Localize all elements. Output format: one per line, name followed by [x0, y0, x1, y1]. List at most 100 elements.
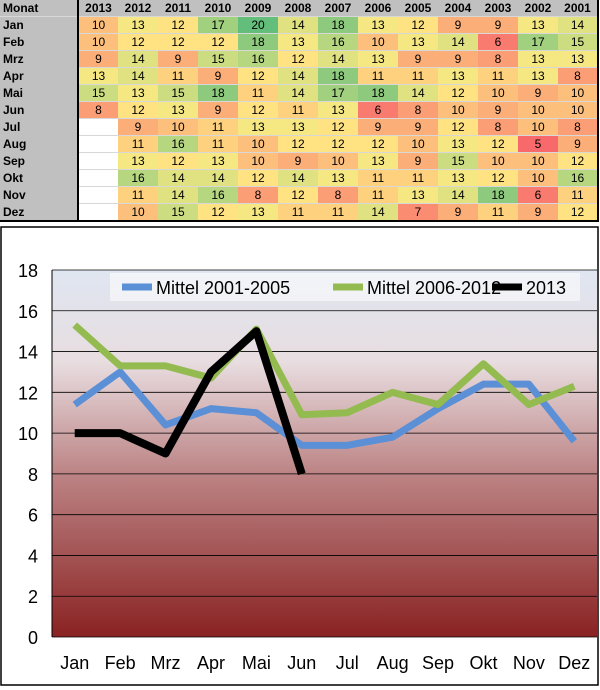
x-tick-label: Aug	[377, 653, 409, 673]
x-tick-label: Sep	[422, 653, 454, 673]
value-cell: 15	[198, 50, 238, 68]
year-header: 2011	[158, 0, 198, 17]
month-label: Feb	[0, 33, 79, 51]
value-cell: 6	[358, 101, 398, 119]
y-tick-label: 10	[18, 424, 38, 444]
value-cell: 12	[238, 67, 278, 85]
value-cell: 11	[398, 169, 438, 187]
value-cell: 9	[438, 50, 478, 68]
x-tick-label: Nov	[513, 653, 545, 673]
value-cell: 18	[478, 186, 518, 204]
value-cell: 13	[318, 101, 358, 119]
y-tick-label: 12	[18, 383, 38, 403]
month-label: Mrz	[0, 50, 79, 68]
value-cell: 14	[118, 67, 158, 85]
value-cell: 12	[478, 135, 518, 153]
y-tick-label: 14	[18, 343, 38, 363]
table-row: Mrz 9 14 9 15 16 12 14 13 9 9 8 13 13	[0, 50, 598, 68]
value-cell: 6	[478, 33, 518, 51]
value-cell: 13	[278, 118, 318, 136]
value-cell: 9	[198, 67, 238, 85]
value-cell: 12	[118, 101, 158, 119]
value-cell: 10	[118, 203, 158, 222]
value-cell: 12	[158, 16, 198, 34]
value-cell: 8	[478, 118, 518, 136]
value-cell: 15	[78, 84, 118, 102]
table-row: Feb 10 12 12 12 18 13 16 10 13 14 6 17 15	[0, 33, 598, 51]
value-cell: 12	[318, 135, 358, 153]
value-cell	[78, 186, 118, 204]
month-label: Nov	[0, 186, 79, 204]
value-cell: 13	[358, 50, 398, 68]
legend-label: 2013	[526, 278, 566, 298]
x-tick-label: Jul	[336, 653, 359, 673]
value-cell: 12	[558, 152, 598, 170]
value-cell: 9	[558, 135, 598, 153]
value-cell: 11	[318, 203, 358, 222]
value-cell: 12	[318, 118, 358, 136]
y-tick-label: 16	[18, 302, 38, 322]
value-cell: 11	[398, 67, 438, 85]
value-cell: 10	[518, 101, 558, 119]
value-cell: 16	[558, 169, 598, 187]
value-cell: 17	[198, 16, 238, 34]
value-cell: 8	[238, 186, 278, 204]
year-header: 2013	[78, 0, 118, 17]
value-cell: 12	[398, 16, 438, 34]
value-cell: 13	[518, 50, 558, 68]
month-label: Jul	[0, 118, 79, 136]
value-cell: 11	[278, 101, 318, 119]
value-cell: 10	[318, 152, 358, 170]
value-cell: 8	[558, 67, 598, 85]
value-cell: 18	[318, 67, 358, 85]
value-cell: 7	[398, 203, 438, 222]
value-cell: 5	[518, 135, 558, 153]
value-cell: 9	[398, 118, 438, 136]
value-cell: 14	[278, 84, 318, 102]
value-cell: 8	[478, 50, 518, 68]
value-cell: 12	[158, 33, 198, 51]
value-cell: 9	[438, 203, 478, 222]
value-cell: 15	[158, 84, 198, 102]
value-cell: 16	[118, 169, 158, 187]
value-cell: 14	[278, 169, 318, 187]
value-cell: 11	[118, 135, 158, 153]
value-cell: 8	[318, 186, 358, 204]
value-cell: 10	[558, 84, 598, 102]
table-row: Apr 13 14 11 9 12 14 18 11 11 13 11 13 8	[0, 67, 598, 85]
value-cell: 12	[118, 33, 158, 51]
value-cell: 11	[118, 186, 158, 204]
x-tick-label: Apr	[197, 653, 225, 673]
y-tick-label: 2	[28, 587, 38, 607]
y-tick-label: 6	[28, 506, 38, 526]
line-chart: 0 2 4 6 8 10 12 14 16 18 Jan Feb Mrz Apr Mai Jun Jul Aug S…	[0, 226, 599, 686]
year-header: 2005	[398, 0, 438, 17]
value-cell: 13	[518, 16, 558, 34]
value-cell: 11	[358, 186, 398, 204]
value-cell: 11	[478, 67, 518, 85]
value-cell: 17	[518, 33, 558, 51]
month-label: Okt	[0, 169, 79, 187]
value-cell: 18	[358, 84, 398, 102]
year-header: 2006	[358, 0, 398, 17]
month-label: Dez	[0, 203, 79, 222]
x-tick-label: Jan	[60, 653, 89, 673]
value-cell: 14	[278, 16, 318, 34]
value-cell: 11	[278, 203, 318, 222]
value-cell: 14	[438, 33, 478, 51]
value-cell: 17	[318, 84, 358, 102]
value-cell: 10	[478, 84, 518, 102]
value-cell: 13	[198, 152, 238, 170]
value-cell: 12	[198, 33, 238, 51]
monthly-values-table: Monat 2013 2012 2011 2010 2009 2008 2007 2006 200…	[0, 0, 599, 222]
value-cell: 9	[478, 16, 518, 34]
value-cell: 9	[478, 101, 518, 119]
value-cell: 13	[318, 169, 358, 187]
value-cell: 11	[238, 84, 278, 102]
value-cell: 9	[358, 118, 398, 136]
value-cell: 13	[398, 186, 438, 204]
value-cell: 14	[438, 186, 478, 204]
value-cell: 14	[318, 50, 358, 68]
value-cell: 16	[198, 186, 238, 204]
value-cell: 13	[438, 169, 478, 187]
